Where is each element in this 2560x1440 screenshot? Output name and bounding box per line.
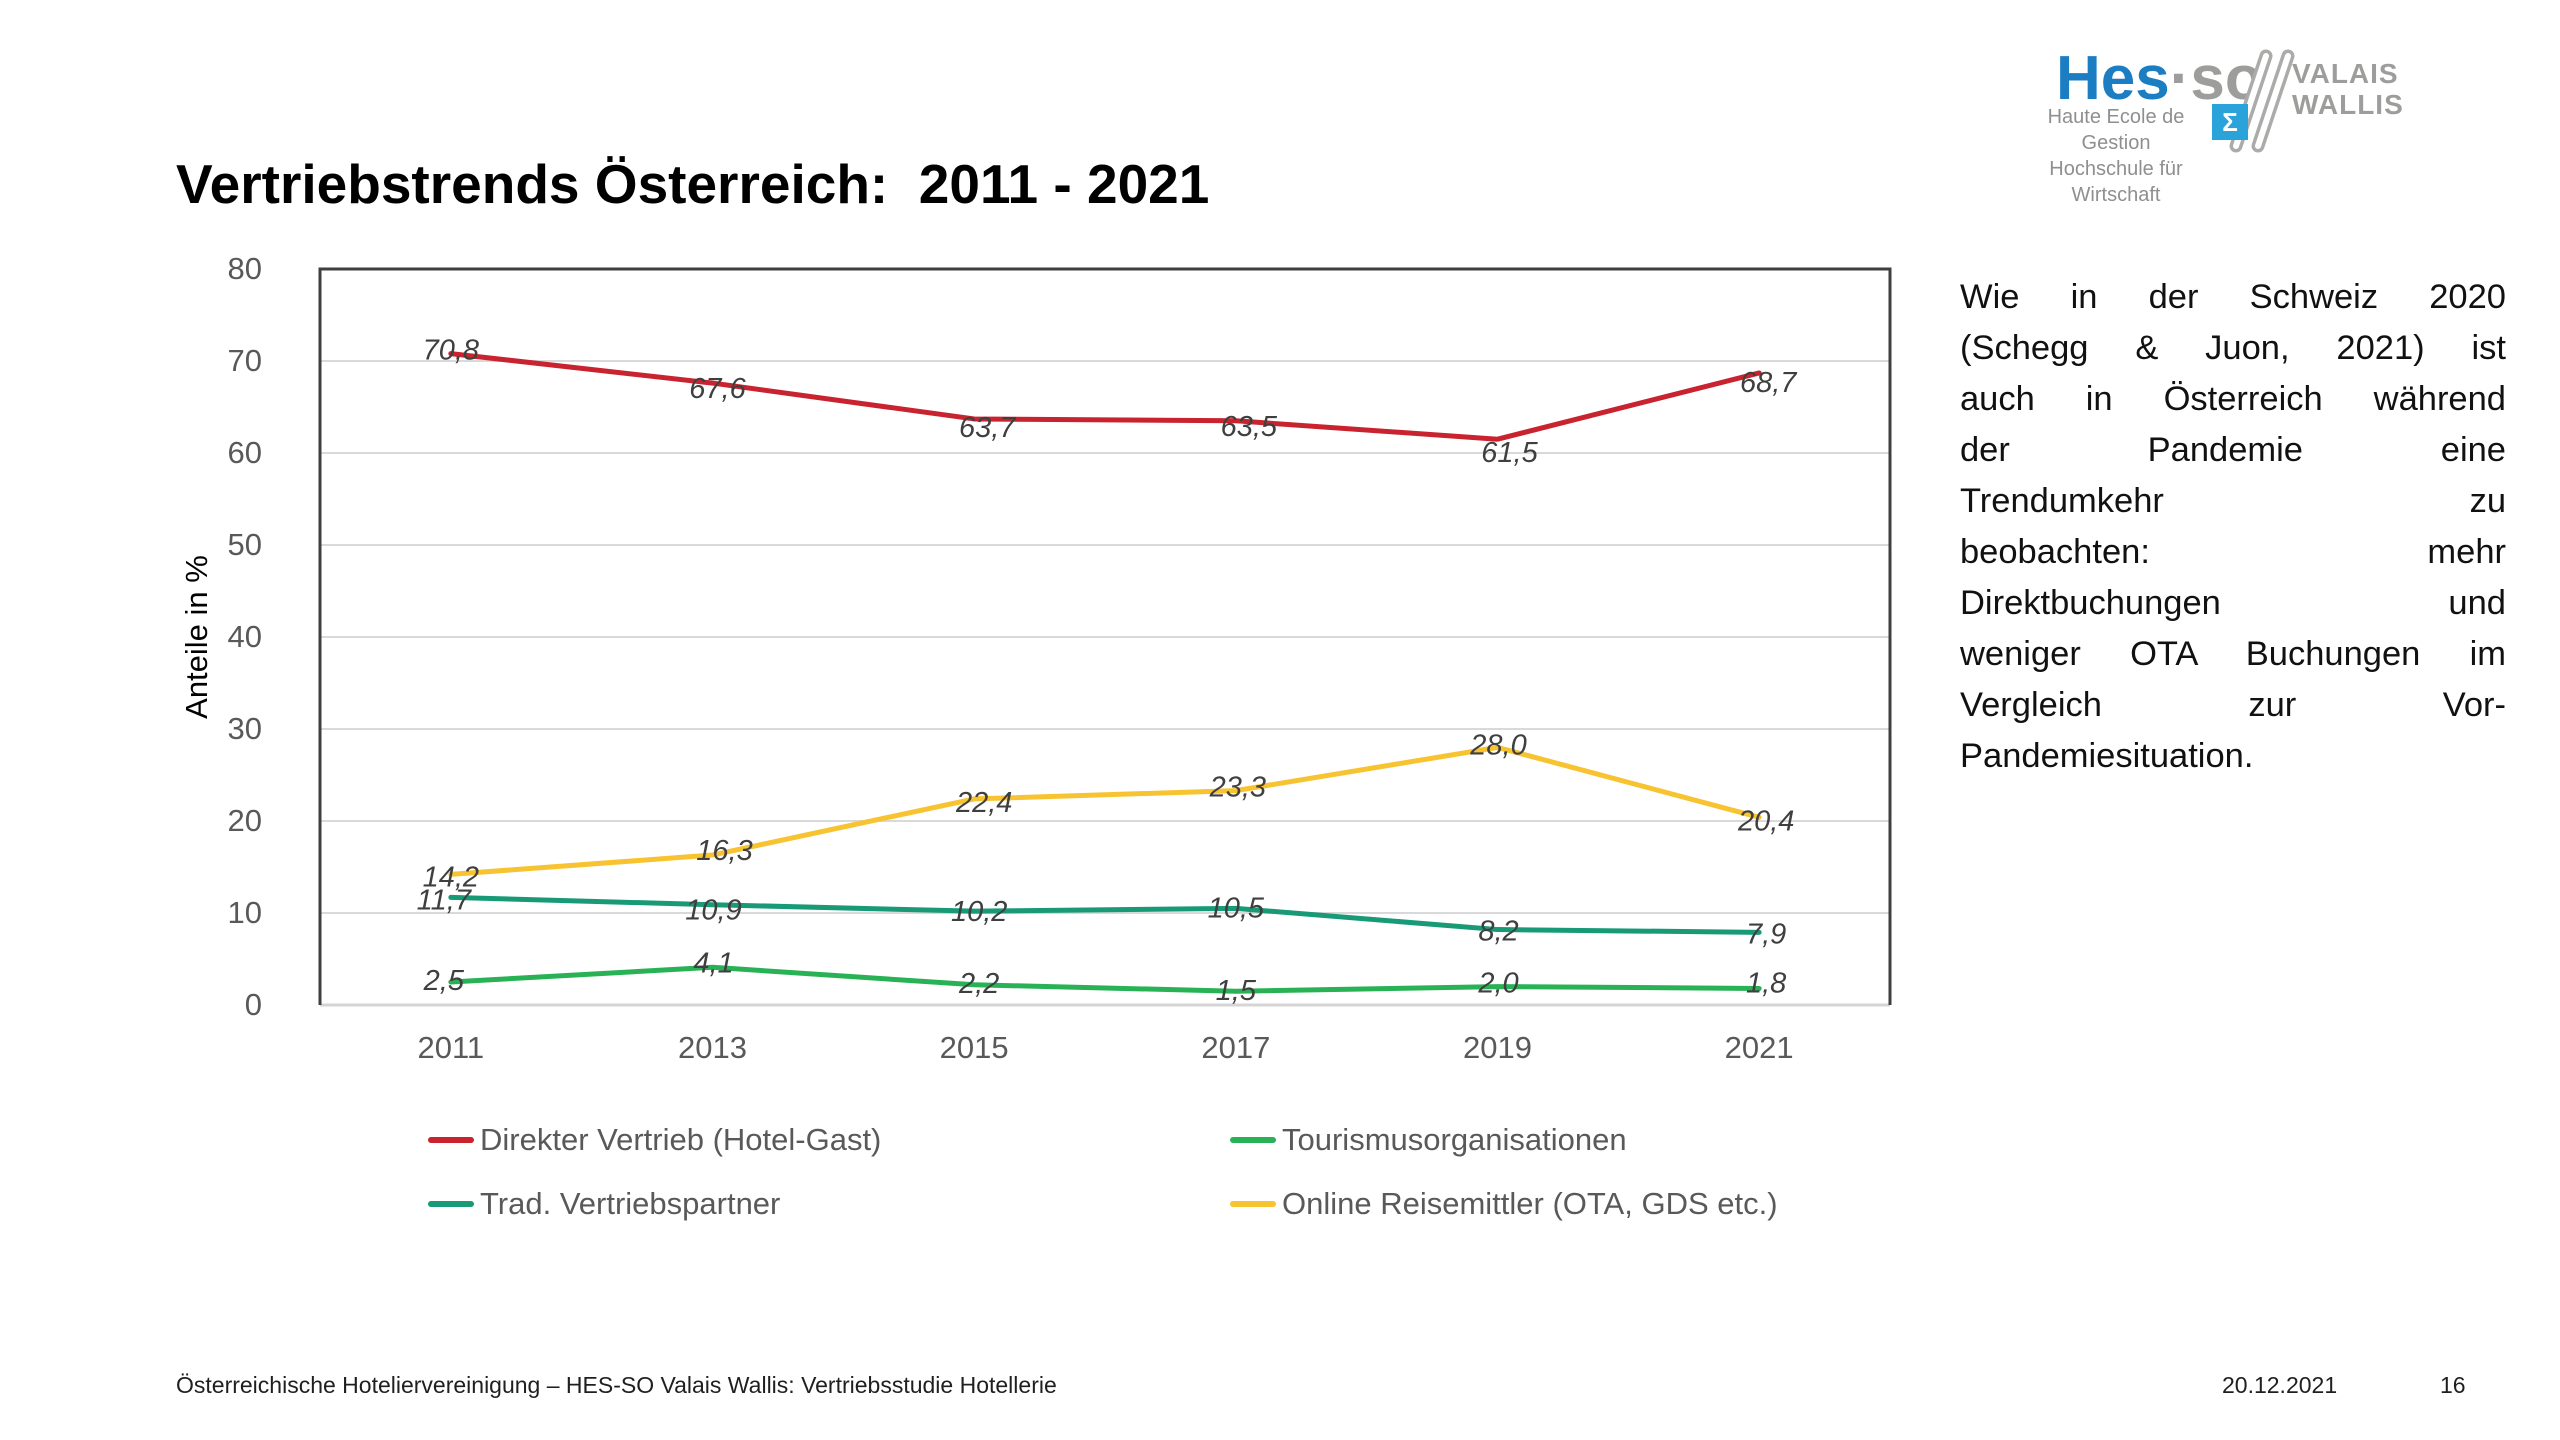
commentary-line: Vergleich zur Vor- xyxy=(1960,686,2506,724)
svg-text:10,2: 10,2 xyxy=(951,896,1007,928)
svg-text:2,0: 2,0 xyxy=(1477,968,1518,1000)
legend-dash-icon xyxy=(1230,1201,1276,1207)
svg-text:61,5: 61,5 xyxy=(1481,437,1538,469)
legend-item-1: Trad. Vertriebspartner xyxy=(428,1186,1230,1222)
svg-text:1,5: 1,5 xyxy=(1216,975,1257,1007)
legend-dash-icon xyxy=(428,1137,474,1143)
series-line-2 xyxy=(448,964,1762,994)
legend-item-2: Tourismusorganisationen xyxy=(1230,1122,1627,1158)
series-line-0 xyxy=(448,351,1762,442)
svg-text:67,6: 67,6 xyxy=(689,373,746,405)
footer-source-text: Österreichische Hoteliervereinigung – HE… xyxy=(176,1372,1057,1398)
chart-legend: Direkter Vertrieb (Hotel-Gast) Tourismuso… xyxy=(428,1122,1928,1250)
svg-text:40: 40 xyxy=(228,619,262,654)
commentary-line: Direktbuchungen und xyxy=(1960,584,2506,622)
logo-school-line2: Hochschule für Wirtschaft xyxy=(2049,158,2183,206)
commentary-line: (Schegg & Juon, 2021) ist xyxy=(1960,329,2506,367)
svg-text:4,1: 4,1 xyxy=(693,947,733,979)
hes-so-logo: Hes·so xyxy=(2056,48,2263,110)
svg-text:2015: 2015 xyxy=(940,1030,1009,1065)
svg-text:16,3: 16,3 xyxy=(696,835,752,867)
svg-text:2021: 2021 xyxy=(1725,1030,1794,1065)
svg-text:60: 60 xyxy=(228,435,262,470)
legend-label: Direkter Vertrieb (Hotel-Gast) xyxy=(480,1122,882,1157)
legend-dash-icon xyxy=(428,1201,474,1207)
series-line-3 xyxy=(448,744,1762,877)
legend-dash-icon xyxy=(1230,1137,1276,1143)
svg-text:10,5: 10,5 xyxy=(1208,892,1265,924)
commentary-line: auch in Österreich während xyxy=(1960,380,2506,418)
series-labels-1: 11,7 10,9 10,2 10,5 8,2 7,9 xyxy=(417,884,1787,950)
commentary-line: weniger OTA Buchungen im xyxy=(1960,635,2506,673)
svg-text:1,8: 1,8 xyxy=(1746,967,1786,999)
footer-date: 20.12.2021 xyxy=(2222,1372,2338,1398)
legend-label: Online Reisemittler (OTA, GDS etc.) xyxy=(1282,1186,1778,1221)
svg-text:8,2: 8,2 xyxy=(1478,916,1518,948)
svg-text:10,9: 10,9 xyxy=(685,895,741,927)
commentary-line: Wie in der Schweiz 2020 xyxy=(1960,278,2506,316)
svg-text:2,2: 2,2 xyxy=(958,968,999,1000)
svg-text:0: 0 xyxy=(245,987,262,1022)
svg-text:50: 50 xyxy=(228,527,262,562)
plot-border xyxy=(318,267,1892,1005)
logo-region-text: VALAIS WALLIS xyxy=(2292,58,2404,120)
svg-text:70: 70 xyxy=(228,343,262,378)
svg-text:23,3: 23,3 xyxy=(1209,772,1266,804)
y-axis-title: Anteile in % xyxy=(179,555,214,719)
svg-text:10: 10 xyxy=(228,895,262,930)
logo-region-wallis: WALLIS xyxy=(2292,89,2404,120)
svg-text:14,2: 14,2 xyxy=(423,861,479,893)
svg-text:63,5: 63,5 xyxy=(1221,411,1278,443)
commentary-line: Trendumkehr zu xyxy=(1960,482,2506,520)
legend-item-0: Direkter Vertrieb (Hotel-Gast) xyxy=(428,1122,1230,1158)
series-labels-3: 14,2 16,3 22,4 23,3 28,0 20,4 xyxy=(423,729,1795,893)
svg-text:30: 30 xyxy=(228,711,262,746)
svg-text:2019: 2019 xyxy=(1463,1030,1532,1065)
svg-text:80: 80 xyxy=(228,251,262,286)
commentary-line: beobachten: mehr xyxy=(1960,533,2506,571)
legend-row: Direkter Vertrieb (Hotel-Gast) Tourismuso… xyxy=(428,1122,1928,1158)
svg-text:2,5: 2,5 xyxy=(423,965,465,997)
svg-text:70,8: 70,8 xyxy=(423,335,479,367)
svg-text:22,4: 22,4 xyxy=(955,787,1012,819)
commentary-line: der Pandemie eine xyxy=(1960,431,2506,469)
logo-region-valais: VALAIS xyxy=(2292,58,2399,89)
legend-item-3: Online Reisemittler (OTA, GDS etc.) xyxy=(1230,1186,1778,1222)
legend-row: Trad. Vertriebspartner Online Reisemittle… xyxy=(428,1186,1928,1222)
svg-text:20,4: 20,4 xyxy=(1737,805,1794,837)
svg-text:63,7: 63,7 xyxy=(959,412,1017,444)
svg-text:28,0: 28,0 xyxy=(1469,729,1526,761)
commentary-text-block: Wie in der Schweiz 2020 (Schegg & Juon, 2… xyxy=(1960,272,2506,782)
series-labels-0: 70,8 67,6 63,7 63,5 61,5 68,7 xyxy=(423,335,1799,470)
logo-sigma-icon: Σ xyxy=(2212,104,2248,140)
svg-text:20: 20 xyxy=(228,803,262,838)
series-labels-2: 2,5 4,1 2,2 1,5 2,0 1,8 xyxy=(423,947,1787,1007)
svg-text:2013: 2013 xyxy=(678,1030,747,1065)
logo-school-line1: Haute Ecole de Gestion xyxy=(2047,106,2185,154)
x-axis-tick-labels: 2011 2013 2015 2017 2019 2021 xyxy=(417,1030,1793,1065)
slide-title: Vertriebstrends Österreich: 2011 - 2021 xyxy=(176,153,1210,215)
y-axis-tick-labels: 0 10 20 30 40 50 60 70 80 xyxy=(228,251,262,1022)
legend-label: Trad. Vertriebspartner xyxy=(480,1186,781,1221)
logo-brand-hes: Hes xyxy=(2056,44,2170,113)
footer-page-number: 16 xyxy=(2440,1372,2466,1398)
svg-text:2017: 2017 xyxy=(1201,1030,1270,1065)
svg-text:11,7: 11,7 xyxy=(417,884,473,916)
svg-text:2011: 2011 xyxy=(417,1030,484,1065)
svg-text:7,9: 7,9 xyxy=(1746,918,1786,950)
series-line-1 xyxy=(448,894,1762,935)
gridlines xyxy=(320,360,1890,914)
logo-school-text: Haute Ecole de Gestion Hochschule für Wi… xyxy=(2026,104,2206,208)
commentary-line: Pandemiesituation. xyxy=(1960,737,2254,775)
svg-text:68,7: 68,7 xyxy=(1740,367,1798,399)
legend-label: Tourismusorganisationen xyxy=(1282,1122,1627,1157)
